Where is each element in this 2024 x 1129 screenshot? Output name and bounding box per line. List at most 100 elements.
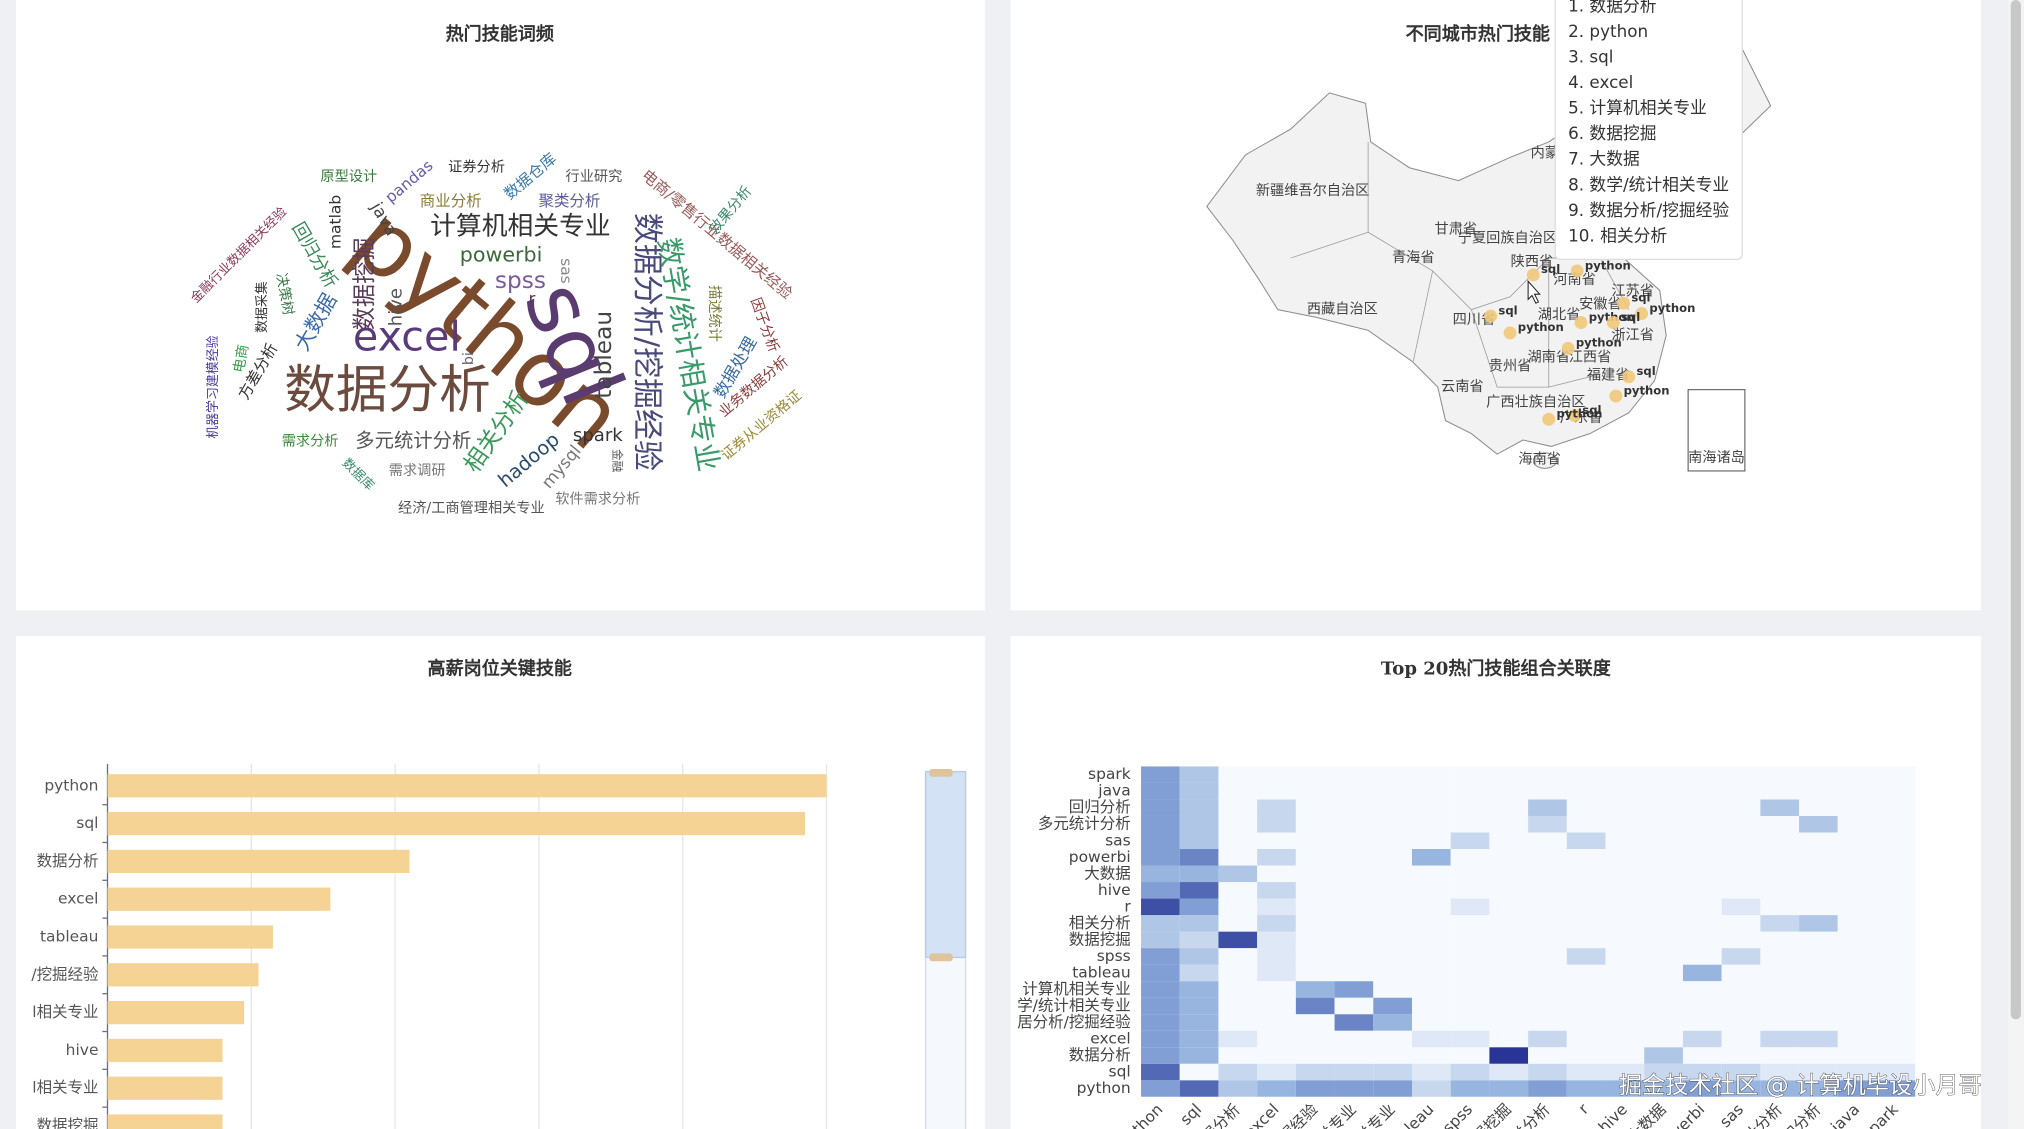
- word: 数据分析: [284, 361, 490, 421]
- heat-cell: [1528, 1047, 1567, 1064]
- city-point: [1622, 370, 1636, 384]
- heat-cell: [1179, 964, 1219, 982]
- heat-cell: [1295, 981, 1335, 998]
- region-label: 江苏省: [1611, 284, 1654, 300]
- heat-cell: [1721, 849, 1761, 866]
- heat-cell: [1528, 948, 1567, 965]
- word: 行业研究: [566, 169, 623, 185]
- city-point: [1503, 326, 1517, 340]
- heat-cell: [1411, 1014, 1451, 1031]
- y-tick-label: 居分析/挖掘经验: [1017, 1013, 1131, 1031]
- y-tick-label: l相关专业: [32, 1003, 98, 1021]
- heat-cell: [1528, 931, 1567, 949]
- heat-cell: [1295, 997, 1335, 1015]
- heat-cell: [1295, 1030, 1335, 1048]
- heat-cell: [1373, 1014, 1412, 1031]
- heat-cell: [1450, 931, 1490, 949]
- zoom-slider[interactable]: [924, 770, 967, 1129]
- heat-cell: [1644, 1030, 1683, 1048]
- heat-cell: [1682, 766, 1722, 783]
- heat-cell: [1876, 931, 1916, 949]
- heat-cell: [1605, 898, 1645, 916]
- heat-cell: [1605, 832, 1645, 850]
- heat-cell: [1218, 782, 1258, 800]
- heat-cell: [1489, 997, 1529, 1015]
- panel-title: 热门技能词频: [446, 23, 554, 45]
- heat-cell: [1528, 782, 1567, 800]
- tooltip: [1554, 0, 1743, 260]
- heat-cell: [1528, 915, 1567, 932]
- heat-cell: [1837, 766, 1877, 783]
- tooltip-item: 8. 数学/统计相关专业: [1568, 174, 1729, 194]
- heat-cell: [1566, 1063, 1606, 1081]
- point-label: sql: [1636, 364, 1655, 378]
- zoom-window[interactable]: [924, 770, 967, 959]
- heat-cell: [1257, 931, 1296, 949]
- heat-cell: [1141, 1014, 1180, 1031]
- heat-cell: [1799, 865, 1838, 883]
- heat-cell: [1566, 1030, 1606, 1048]
- heat-cell: [1721, 799, 1761, 816]
- tooltip-item: 5. 计算机相关专业: [1568, 98, 1707, 118]
- heat-cell: [1566, 915, 1606, 932]
- heat-cell: [1799, 1014, 1838, 1031]
- heat-cell: [1218, 1014, 1258, 1031]
- heat-cell: [1450, 915, 1490, 932]
- heat-cell: [1799, 981, 1838, 998]
- heat-cell: [1373, 865, 1412, 883]
- heat-cell: [1682, 915, 1722, 932]
- heat-cell: [1605, 964, 1645, 982]
- heat-cell: [1179, 1014, 1219, 1031]
- heat-cell: [1721, 1063, 1761, 1081]
- heat-cell: [1295, 832, 1335, 850]
- heat-cell: [1644, 782, 1683, 800]
- heat-cell: [1837, 865, 1877, 883]
- heat-cell: [1179, 981, 1219, 998]
- heat-cell: [1876, 1063, 1916, 1081]
- heat-cell: [1295, 931, 1335, 949]
- heat-cell: [1489, 1063, 1529, 1081]
- heat-cell: [1334, 1030, 1374, 1048]
- heat-cell: [1179, 766, 1219, 783]
- heat-cell: [1489, 898, 1529, 916]
- heat-cell: [1373, 1080, 1412, 1097]
- heat-cell: [1760, 915, 1800, 932]
- heat-cell: [1682, 815, 1722, 833]
- heat-cell: [1837, 931, 1877, 949]
- heat-cell: [1799, 1080, 1838, 1097]
- heat-cell: [1179, 799, 1219, 816]
- heat-cell: [1644, 997, 1683, 1015]
- heat-cell: [1179, 1080, 1219, 1097]
- heat-cell: [1141, 782, 1180, 800]
- heat-cell: [1605, 799, 1645, 816]
- heat-cell: [1334, 898, 1374, 916]
- heat-cell: [1295, 782, 1335, 800]
- heat-cell: [1605, 782, 1645, 800]
- heat-cell: [1295, 849, 1335, 866]
- heat-cell: [1760, 766, 1800, 783]
- city-point: [1635, 307, 1649, 320]
- heat-cell: [1489, 964, 1529, 982]
- tooltip-item: 10. 相关分析: [1568, 225, 1667, 245]
- heat-cell: [1837, 1030, 1877, 1048]
- word: 金融: [611, 449, 625, 473]
- y-tick-label: 数据分析: [37, 852, 99, 870]
- heat-cell: [1760, 997, 1800, 1015]
- heat-cell: [1334, 782, 1374, 800]
- heat-cell: [1876, 948, 1916, 965]
- zoom-handle[interactable]: [929, 769, 953, 777]
- heat-cell: [1411, 882, 1451, 899]
- heat-cell: [1721, 964, 1761, 982]
- heat-cell: [1373, 915, 1412, 932]
- zoom-handle[interactable]: [929, 953, 953, 962]
- heat-cell: [1411, 782, 1451, 800]
- heat-cell: [1334, 1014, 1374, 1031]
- heat-cell: [1528, 766, 1567, 783]
- heat-cell: [1450, 832, 1490, 850]
- heat-cell: [1760, 1080, 1800, 1097]
- panel: [15, 0, 985, 611]
- scrollbar-thumb[interactable]: [2010, 0, 2022, 1020]
- point-label: python: [1649, 301, 1695, 315]
- heat-cell: [1799, 898, 1838, 916]
